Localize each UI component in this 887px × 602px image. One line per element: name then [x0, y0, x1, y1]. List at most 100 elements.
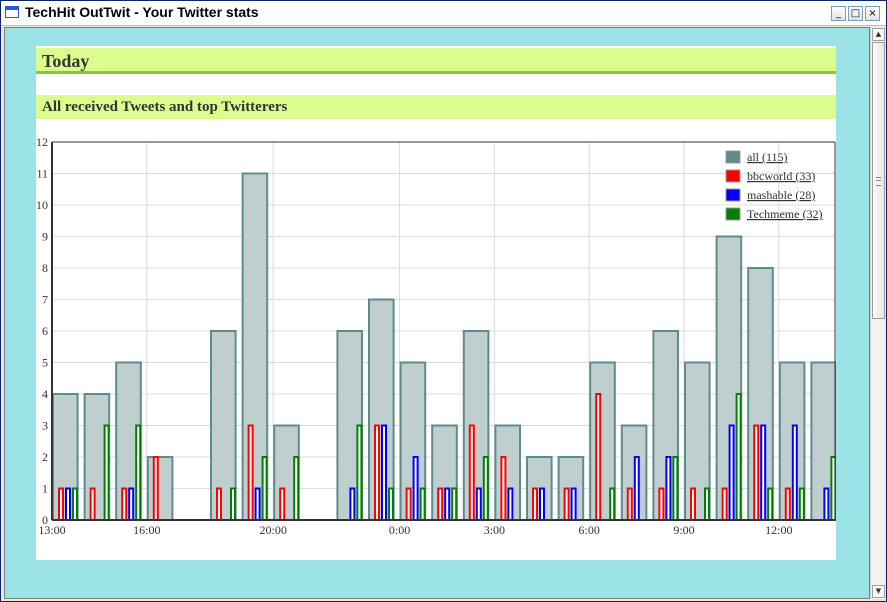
bar-mashable	[570, 487, 577, 521]
y-tick-label: 0	[42, 513, 48, 527]
bar-bbc	[532, 487, 538, 521]
bar-mashable	[507, 487, 514, 521]
y-tick-label: 12	[36, 136, 48, 149]
bar-techmeme	[388, 487, 394, 521]
legend-swatch-techmeme	[725, 207, 741, 221]
bar-bbc	[247, 424, 254, 521]
bar-techmeme	[261, 456, 268, 521]
y-tick-label: 7	[42, 293, 48, 307]
y-tick-label: 9	[42, 230, 48, 244]
bar-mashable	[128, 487, 135, 521]
bar-bbc	[216, 487, 222, 521]
close-button[interactable]: ×	[865, 6, 880, 21]
bar-techmeme	[609, 487, 616, 521]
bar-mashable	[444, 487, 451, 521]
x-tick-label: 0:00	[389, 523, 410, 537]
bar-mashable	[539, 487, 545, 521]
bar-techmeme	[482, 456, 489, 521]
stats-page: Today All received Tweets and top Twitte…	[36, 46, 836, 560]
y-tick-label: 5	[42, 356, 48, 370]
bar-bbc	[753, 424, 760, 521]
x-tick-label: 6:00	[579, 523, 600, 537]
bar-mashable	[633, 456, 640, 521]
bar-mashable	[728, 424, 735, 521]
bar-techmeme	[230, 487, 236, 521]
vertical-scrollbar[interactable]: ▲ ▼	[870, 27, 885, 599]
bar-techmeme	[419, 487, 426, 521]
bar-techmeme	[735, 393, 742, 521]
legend-swatch-bbc	[725, 169, 741, 183]
bar-bbc	[374, 424, 380, 521]
x-tick-label: 13:00	[38, 523, 65, 537]
y-tick-label: 11	[36, 167, 48, 181]
x-tick-label: 20:00	[260, 523, 287, 537]
legend-swatch-all	[725, 150, 741, 164]
bar-mashable	[665, 456, 672, 521]
scroll-up-button[interactable]: ▲	[872, 28, 885, 41]
x-tick-label: 9:00	[673, 523, 694, 537]
bar-techmeme	[72, 487, 78, 521]
x-tick-label: 12:00	[765, 523, 792, 537]
today-heading: Today	[36, 48, 836, 74]
bar-mashable	[823, 487, 830, 521]
y-tick-label: 1	[42, 482, 48, 496]
bar-bbc	[405, 487, 412, 521]
bar-mashable	[791, 424, 798, 521]
bar-techmeme	[451, 487, 458, 521]
bar-bbc	[721, 487, 728, 521]
bar-mashable	[349, 487, 356, 521]
bar-bbc	[784, 487, 791, 521]
scrollbar-thumb[interactable]	[872, 42, 885, 319]
bar-bbc	[437, 487, 444, 521]
legend-link-mashable[interactable]: mashable (28)	[747, 188, 815, 202]
title-bar[interactable]: TechHit OutTwit - Your Twitter stats _ □…	[1, 1, 886, 26]
bar-bbc	[563, 487, 570, 521]
x-tick-label: 16:00	[133, 523, 160, 537]
bar-techmeme	[704, 487, 710, 521]
legend-link-techmeme[interactable]: Techmeme (32)	[747, 207, 822, 221]
bar-techmeme	[356, 424, 363, 521]
bar-mashable	[412, 456, 419, 521]
bar-techmeme	[135, 424, 142, 521]
bar-bbc	[152, 456, 159, 521]
bar-bbc	[500, 456, 507, 521]
bar-bbc	[468, 424, 475, 521]
y-tick-label: 8	[42, 261, 48, 275]
y-tick-label: 4	[42, 387, 48, 401]
legend-link-bbc[interactable]: bbcworld (33)	[747, 169, 815, 183]
grip-icon	[876, 177, 881, 186]
app-window-icon	[5, 6, 19, 18]
bar-techmeme	[767, 487, 774, 521]
bar-mashable	[254, 487, 261, 521]
minimize-button[interactable]: _	[831, 6, 846, 21]
y-tick-label: 2	[42, 450, 48, 464]
bar-techmeme	[103, 424, 110, 521]
section-heading: All received Tweets and top Twitterers	[36, 95, 836, 119]
bar-techmeme	[798, 487, 805, 521]
bar-all	[146, 456, 174, 521]
bar-techmeme	[672, 456, 679, 521]
y-tick-label: 3	[42, 419, 48, 433]
bar-mashable	[760, 424, 767, 521]
maximize-button[interactable]: □	[848, 6, 863, 21]
scroll-down-button[interactable]: ▼	[872, 585, 885, 598]
bar-bbc	[690, 487, 696, 521]
bar-mashable	[65, 487, 71, 521]
legend-link-all[interactable]: all (115)	[747, 150, 788, 164]
bar-bbc	[626, 487, 633, 521]
bar-bbc	[89, 487, 96, 521]
window-title: TechHit OutTwit - Your Twitter stats	[25, 4, 259, 20]
bar-bbc	[58, 487, 64, 521]
bar-mashable	[381, 424, 387, 521]
y-tick-label: 6	[42, 324, 48, 338]
x-tick-label: 3:00	[484, 523, 505, 537]
bar-bbc	[658, 487, 665, 521]
bar-bbc	[595, 393, 602, 521]
y-tick-label: 10	[36, 198, 48, 212]
bar-techmeme	[293, 456, 300, 521]
bar-bbc	[279, 487, 286, 521]
legend-swatch-mashable	[725, 188, 741, 202]
bar-mashable	[475, 487, 482, 521]
bar-bbc	[121, 487, 128, 521]
